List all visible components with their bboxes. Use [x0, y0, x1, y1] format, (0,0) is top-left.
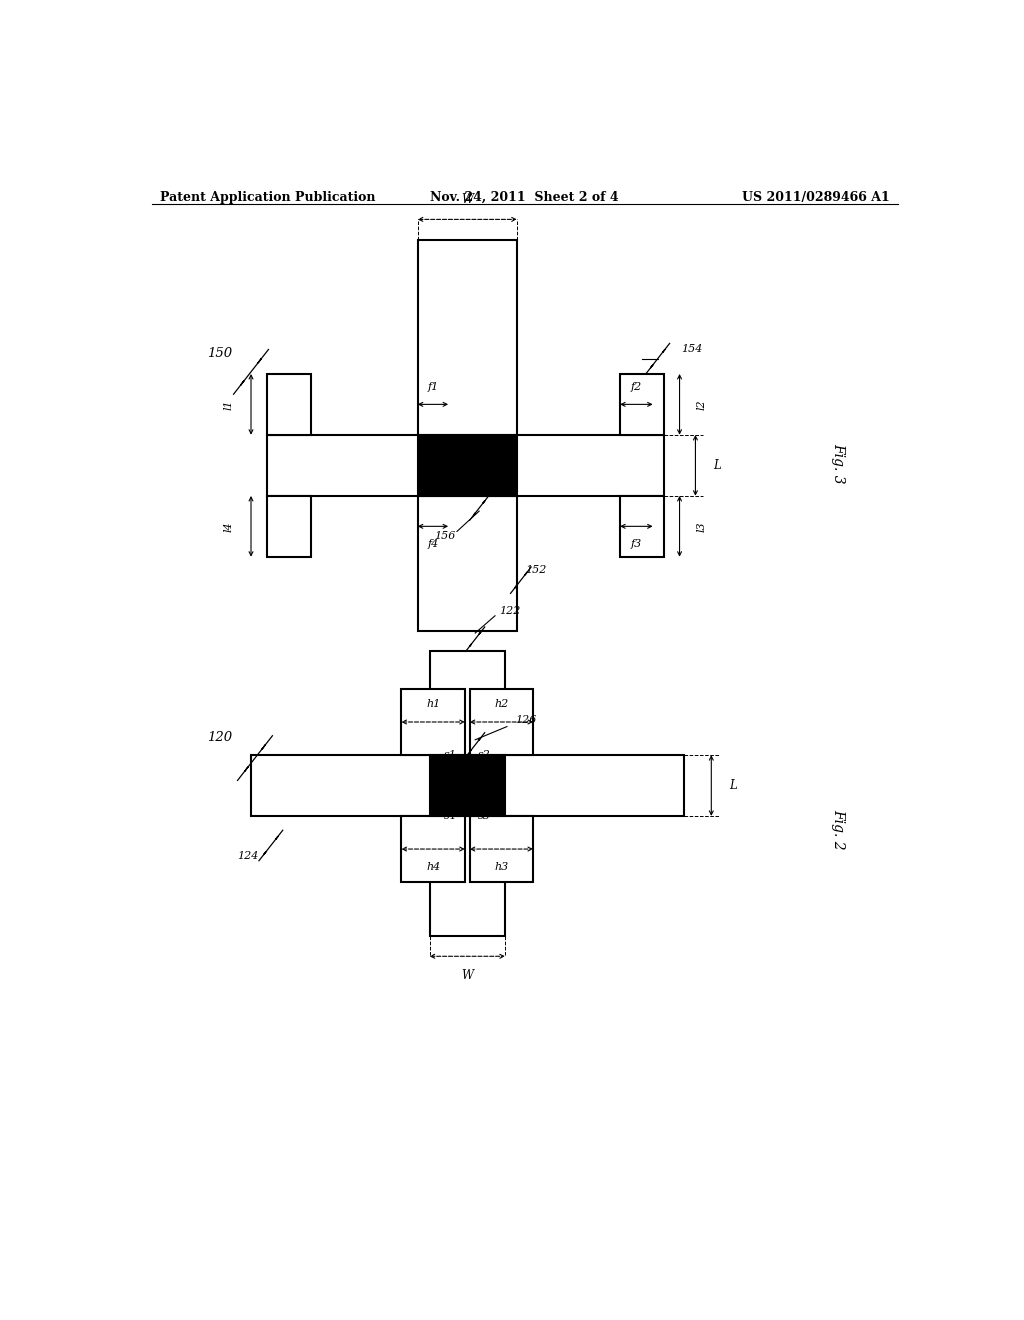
Text: h3: h3 [495, 862, 509, 873]
Bar [620, 374, 664, 434]
Bar [418, 434, 517, 496]
Bar [267, 434, 664, 496]
Text: f3: f3 [631, 539, 642, 549]
Text: h4: h4 [426, 862, 440, 873]
Text: L: L [713, 459, 721, 471]
Text: h2: h2 [495, 698, 509, 709]
Text: 122: 122 [499, 606, 520, 615]
Text: l2: l2 [696, 399, 707, 409]
Bar [401, 816, 465, 882]
Text: Fig. 3: Fig. 3 [831, 444, 845, 483]
Text: Fig. 2: Fig. 2 [831, 809, 845, 850]
Text: 120: 120 [207, 731, 231, 744]
Bar [470, 816, 534, 882]
Text: s4: s4 [444, 810, 457, 821]
Bar [267, 374, 310, 434]
Bar [430, 755, 505, 816]
Text: 124: 124 [238, 850, 259, 861]
Text: 154: 154 [682, 343, 702, 354]
Text: l4: l4 [224, 521, 233, 532]
Text: f4: f4 [427, 539, 438, 549]
Text: f2: f2 [631, 383, 642, 392]
Text: 152: 152 [524, 565, 546, 576]
Text: s3: s3 [477, 810, 490, 821]
Text: l3: l3 [696, 521, 707, 532]
Bar [267, 496, 310, 557]
Text: 150: 150 [207, 347, 231, 360]
Text: s2: s2 [477, 750, 490, 760]
Text: L: L [729, 779, 736, 792]
Text: Nov. 24, 2011  Sheet 2 of 4: Nov. 24, 2011 Sheet 2 of 4 [430, 191, 620, 203]
Text: W: W [461, 193, 473, 206]
Text: h1: h1 [426, 698, 440, 709]
Bar [620, 496, 664, 557]
Text: f1: f1 [427, 383, 438, 392]
Text: s1: s1 [444, 750, 457, 760]
Text: l1: l1 [224, 399, 233, 409]
Text: Patent Application Publication: Patent Application Publication [160, 191, 375, 203]
Text: 126: 126 [515, 714, 537, 725]
Bar [430, 651, 505, 936]
Bar [470, 689, 534, 755]
Text: US 2011/0289466 A1: US 2011/0289466 A1 [742, 191, 890, 203]
Bar [251, 755, 684, 816]
Bar [401, 689, 465, 755]
Text: 156: 156 [434, 532, 456, 541]
Bar [418, 240, 517, 631]
Text: W: W [461, 969, 473, 982]
